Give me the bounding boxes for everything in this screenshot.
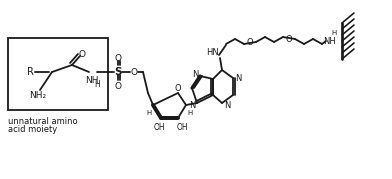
Text: OH: OH: [176, 124, 188, 132]
Text: OH: OH: [153, 124, 165, 132]
Text: acid moiety: acid moiety: [8, 125, 57, 134]
Text: O: O: [286, 35, 292, 43]
Text: H: H: [187, 110, 192, 116]
Text: S: S: [114, 67, 122, 77]
Text: O: O: [78, 50, 85, 59]
Text: O: O: [131, 67, 138, 76]
Text: unnatural amino: unnatural amino: [8, 117, 78, 127]
Text: H: H: [331, 30, 337, 36]
Text: NH₂: NH₂: [29, 91, 47, 100]
Text: N: N: [189, 100, 195, 110]
Text: O: O: [247, 37, 253, 47]
Bar: [8, 38, 108, 110]
Text: N: N: [224, 100, 230, 110]
Text: NH: NH: [324, 37, 336, 45]
Text: NH: NH: [85, 76, 99, 84]
Text: H: H: [146, 110, 152, 116]
Text: R: R: [27, 67, 33, 77]
Text: N: N: [235, 74, 241, 83]
Text: H: H: [94, 79, 100, 88]
Text: HN: HN: [207, 47, 220, 57]
Text: O: O: [114, 54, 122, 62]
Text: O: O: [114, 81, 122, 91]
Text: N: N: [192, 69, 198, 79]
Text: O: O: [175, 83, 181, 93]
